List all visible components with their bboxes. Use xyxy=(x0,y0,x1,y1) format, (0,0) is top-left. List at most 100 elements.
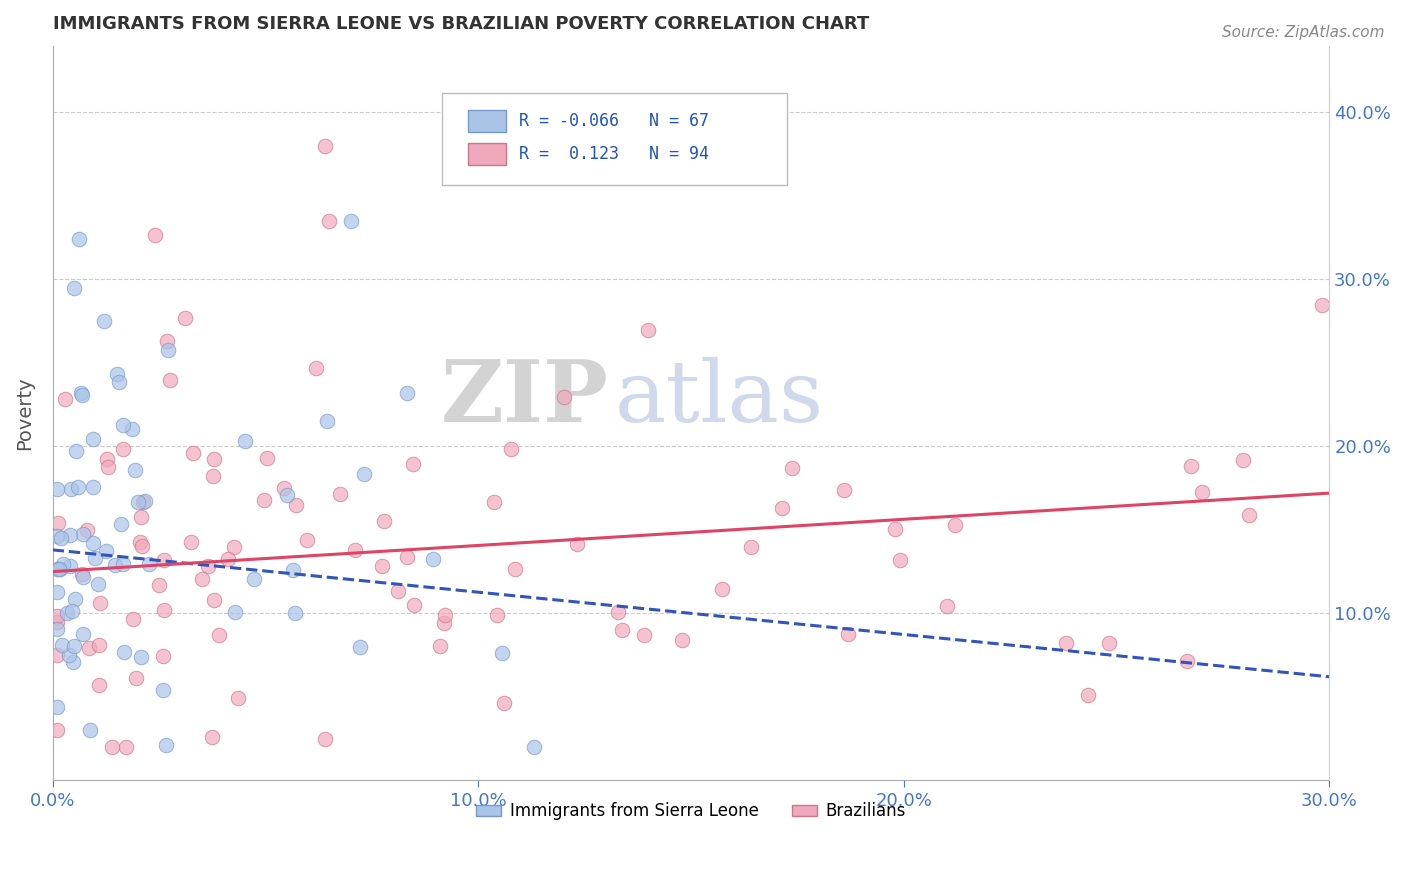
Point xyxy=(87,638,110,652)
Point xyxy=(191,572,214,586)
Point xyxy=(281,563,304,577)
Point xyxy=(607,605,630,619)
Point xyxy=(108,375,131,389)
Point xyxy=(349,640,371,654)
Point xyxy=(217,551,239,566)
Point xyxy=(76,523,98,537)
Text: ZIP: ZIP xyxy=(440,356,607,441)
Point xyxy=(110,516,132,531)
Point xyxy=(51,638,73,652)
Point xyxy=(153,602,176,616)
Text: Source: ZipAtlas.com: Source: ZipAtlas.com xyxy=(1222,25,1385,40)
Point xyxy=(610,623,633,637)
Point xyxy=(201,731,224,745)
Point xyxy=(1191,484,1213,499)
Point xyxy=(1177,655,1199,669)
Point xyxy=(59,527,82,541)
Point xyxy=(77,640,100,655)
Point xyxy=(93,314,115,328)
Point xyxy=(404,598,426,612)
Point xyxy=(46,608,69,623)
Point xyxy=(49,562,72,576)
Point xyxy=(242,572,264,586)
Point xyxy=(224,605,246,619)
Point xyxy=(740,540,762,554)
Point xyxy=(51,531,73,545)
Point xyxy=(253,493,276,508)
Point xyxy=(402,458,425,472)
Point xyxy=(395,386,418,401)
Point xyxy=(1098,636,1121,650)
Point xyxy=(63,640,86,654)
Point xyxy=(82,536,104,550)
Point xyxy=(235,434,257,448)
Point xyxy=(373,514,395,528)
Point xyxy=(134,494,156,508)
Point xyxy=(637,322,659,336)
Point xyxy=(62,655,84,669)
Point xyxy=(82,480,104,494)
Point xyxy=(72,627,94,641)
Point xyxy=(339,214,361,228)
Point xyxy=(55,607,77,621)
Point xyxy=(48,516,70,530)
Point xyxy=(127,495,149,509)
Point xyxy=(256,451,278,466)
Point xyxy=(224,540,246,554)
Point xyxy=(314,139,336,153)
Point xyxy=(84,550,107,565)
Point xyxy=(46,529,69,543)
Point xyxy=(433,616,456,631)
Point xyxy=(889,552,911,566)
Point xyxy=(82,432,104,446)
Point xyxy=(112,442,135,456)
Point xyxy=(285,499,308,513)
Legend: Immigrants from Sierra Leone, Brazilians: Immigrants from Sierra Leone, Brazilians xyxy=(470,796,912,827)
Point xyxy=(770,500,793,515)
Point xyxy=(112,645,135,659)
Point xyxy=(387,584,409,599)
Point xyxy=(273,482,295,496)
Point xyxy=(180,534,202,549)
Point xyxy=(72,570,94,584)
Point xyxy=(486,608,509,623)
Point xyxy=(138,557,160,571)
Point xyxy=(711,582,734,596)
Point xyxy=(305,360,328,375)
Point xyxy=(202,452,225,467)
Point xyxy=(491,647,513,661)
Point xyxy=(503,562,526,576)
Point xyxy=(52,558,75,572)
Point xyxy=(67,232,90,246)
Point xyxy=(121,422,143,436)
Point xyxy=(87,577,110,591)
Text: R =  0.123   N = 94: R = 0.123 N = 94 xyxy=(519,145,709,163)
Point xyxy=(883,523,905,537)
Point xyxy=(70,387,93,401)
Point xyxy=(181,446,204,460)
Point xyxy=(482,495,505,509)
Point xyxy=(59,483,82,497)
Point xyxy=(60,604,83,618)
Point xyxy=(156,343,179,357)
Point xyxy=(499,442,522,456)
Point xyxy=(284,606,307,620)
Point xyxy=(128,535,150,549)
Point xyxy=(943,517,966,532)
Point xyxy=(314,732,336,747)
Point xyxy=(104,558,127,572)
Point xyxy=(422,552,444,566)
Point xyxy=(46,615,69,629)
Point xyxy=(429,639,451,653)
Point xyxy=(159,373,181,387)
Point xyxy=(122,612,145,626)
Point xyxy=(1232,453,1254,467)
Point xyxy=(89,596,111,610)
Point xyxy=(111,557,134,571)
Point xyxy=(318,214,340,228)
Point xyxy=(148,578,170,592)
Point xyxy=(329,487,352,501)
Point xyxy=(58,648,80,662)
Point xyxy=(46,723,69,737)
Point xyxy=(492,696,515,710)
